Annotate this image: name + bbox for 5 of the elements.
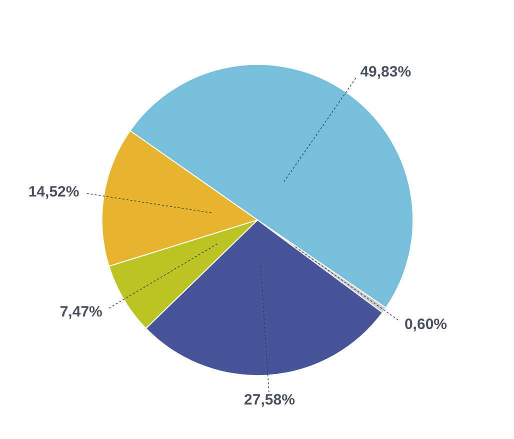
data-label: 7,47% — [60, 304, 102, 321]
data-label: 49,83% — [360, 63, 412, 80]
data-label: 0,60% — [404, 316, 448, 334]
data-label: 27,58% — [244, 391, 295, 408]
data-label: 14,52% — [28, 184, 80, 201]
